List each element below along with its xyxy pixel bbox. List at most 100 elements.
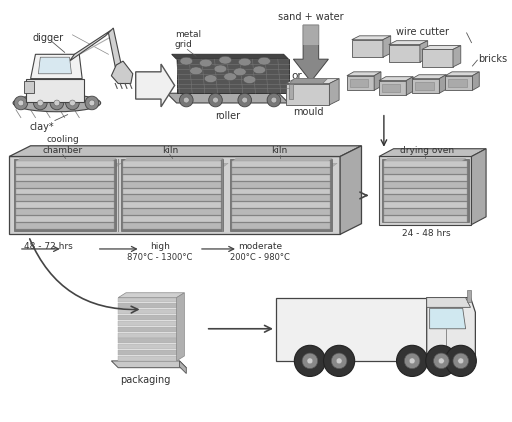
Polygon shape — [31, 54, 82, 78]
Polygon shape — [426, 298, 471, 307]
Polygon shape — [26, 168, 126, 171]
Circle shape — [396, 345, 428, 376]
Polygon shape — [472, 149, 486, 225]
Bar — [466, 290, 471, 301]
Text: roller: roller — [215, 111, 240, 121]
Polygon shape — [415, 81, 434, 90]
Polygon shape — [26, 78, 84, 102]
Text: delivery: delivery — [327, 323, 377, 336]
Bar — [14, 160, 116, 231]
Bar — [16, 189, 114, 195]
Bar — [123, 209, 221, 215]
Bar — [118, 350, 177, 355]
Ellipse shape — [224, 73, 237, 81]
Circle shape — [426, 345, 457, 376]
Bar — [16, 175, 114, 181]
Bar — [118, 298, 177, 303]
Text: 870°C - 1300°C: 870°C - 1300°C — [127, 253, 193, 262]
Bar — [232, 189, 330, 195]
Polygon shape — [329, 78, 339, 105]
Bar — [232, 161, 330, 167]
Circle shape — [37, 100, 43, 106]
Bar — [118, 315, 177, 320]
Polygon shape — [38, 57, 72, 74]
Polygon shape — [426, 298, 475, 361]
Ellipse shape — [13, 94, 101, 112]
Polygon shape — [389, 41, 428, 45]
Ellipse shape — [180, 57, 193, 65]
Ellipse shape — [200, 59, 212, 67]
Bar — [16, 223, 114, 229]
Polygon shape — [379, 77, 413, 81]
Polygon shape — [303, 25, 318, 45]
Circle shape — [445, 345, 476, 376]
Circle shape — [453, 353, 468, 369]
Bar — [16, 209, 114, 215]
Polygon shape — [289, 84, 293, 99]
Text: wire cutter: wire cutter — [396, 27, 449, 37]
Bar — [123, 161, 221, 167]
Polygon shape — [112, 361, 186, 368]
Circle shape — [180, 93, 193, 107]
Circle shape — [18, 100, 24, 106]
Ellipse shape — [190, 67, 202, 75]
Text: packaging: packaging — [120, 376, 170, 385]
Bar — [384, 209, 466, 215]
Polygon shape — [406, 77, 413, 95]
Text: sand + water: sand + water — [278, 12, 344, 22]
Polygon shape — [123, 158, 223, 161]
Circle shape — [271, 97, 277, 103]
Circle shape — [307, 358, 313, 364]
Bar — [232, 202, 330, 208]
Polygon shape — [352, 40, 383, 57]
Text: kiln: kiln — [162, 146, 178, 154]
Ellipse shape — [233, 68, 246, 76]
Bar — [118, 303, 177, 308]
Polygon shape — [9, 157, 340, 234]
Polygon shape — [420, 41, 428, 62]
Polygon shape — [70, 30, 112, 61]
Bar — [384, 161, 466, 167]
Polygon shape — [133, 168, 233, 171]
Circle shape — [336, 358, 342, 364]
Circle shape — [212, 97, 219, 103]
Bar — [16, 161, 114, 167]
Polygon shape — [242, 168, 342, 171]
Circle shape — [238, 93, 251, 107]
Text: high: high — [150, 242, 170, 251]
Circle shape — [50, 96, 63, 110]
Polygon shape — [374, 72, 381, 90]
Ellipse shape — [253, 66, 266, 74]
Polygon shape — [21, 163, 121, 166]
Text: digger: digger — [33, 33, 63, 43]
Bar — [16, 216, 114, 222]
Polygon shape — [167, 93, 288, 103]
Ellipse shape — [239, 58, 251, 66]
Circle shape — [438, 358, 444, 364]
Ellipse shape — [258, 57, 270, 65]
Circle shape — [242, 97, 248, 103]
Bar — [232, 223, 330, 229]
Bar — [123, 182, 221, 188]
Polygon shape — [347, 72, 381, 76]
Text: kiln: kiln — [272, 146, 288, 154]
Polygon shape — [237, 163, 337, 166]
Circle shape — [434, 353, 449, 369]
Circle shape — [33, 96, 47, 110]
Circle shape — [331, 353, 347, 369]
Polygon shape — [388, 162, 470, 165]
Bar — [384, 216, 466, 222]
Polygon shape — [109, 28, 121, 67]
Bar — [16, 182, 114, 188]
Bar — [232, 175, 330, 181]
Polygon shape — [286, 84, 329, 105]
Bar — [382, 160, 468, 222]
Circle shape — [209, 93, 222, 107]
Polygon shape — [389, 45, 420, 62]
Bar — [384, 195, 466, 201]
Circle shape — [409, 358, 415, 364]
Polygon shape — [412, 75, 446, 78]
Bar — [276, 298, 426, 361]
Polygon shape — [16, 158, 116, 161]
Polygon shape — [445, 76, 473, 90]
